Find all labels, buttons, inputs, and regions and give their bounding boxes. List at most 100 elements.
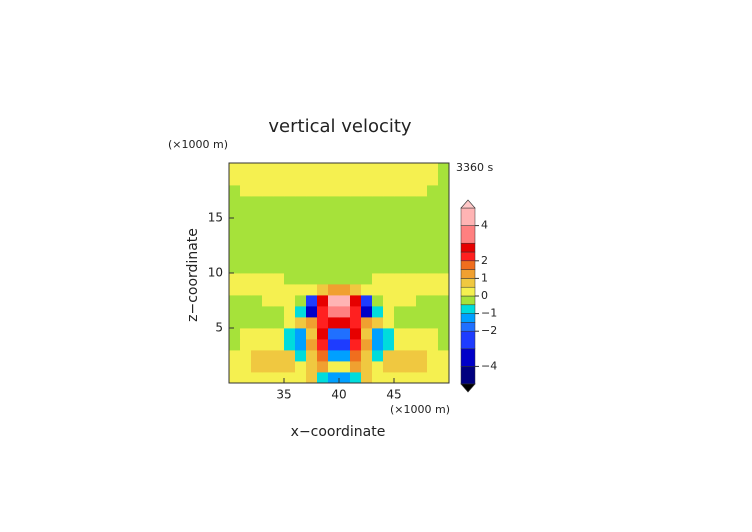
cell (383, 229, 395, 241)
cell (229, 207, 241, 219)
axes: 35 40 45 5 10 15 (208, 162, 450, 402)
cell (339, 273, 351, 285)
cell (251, 229, 263, 241)
cell (306, 361, 318, 373)
cell (427, 174, 439, 186)
cell (383, 372, 395, 384)
cell (273, 350, 285, 362)
cell (339, 317, 351, 329)
cell (405, 218, 417, 230)
cell (229, 317, 241, 329)
cell (229, 262, 241, 274)
cell (438, 163, 450, 175)
cell (383, 251, 395, 263)
cell (229, 218, 241, 230)
cell (295, 251, 307, 263)
cell (339, 295, 351, 307)
cell (295, 273, 307, 285)
x-units: (×1000 m) (390, 403, 450, 416)
cell (339, 207, 351, 219)
cell (405, 240, 417, 252)
cell (361, 207, 373, 219)
cell (416, 273, 428, 285)
colorbar-band (460, 295, 476, 306)
cell (284, 317, 296, 329)
cell (372, 361, 384, 373)
time-label: 3360 s (456, 161, 493, 174)
cell (350, 185, 362, 197)
cell (317, 262, 329, 274)
cell (262, 229, 274, 241)
cell (284, 185, 296, 197)
cell (295, 317, 307, 329)
cell (416, 328, 428, 340)
cell (284, 174, 296, 186)
cell (339, 306, 351, 318)
cell (372, 262, 384, 274)
cell (372, 251, 384, 263)
cell (262, 185, 274, 197)
cell (350, 229, 362, 241)
cell (427, 372, 439, 384)
cell (372, 372, 384, 384)
cell (306, 185, 318, 197)
cell (438, 350, 450, 362)
cell (295, 339, 307, 351)
cell (273, 262, 285, 274)
colorbar-tick-label: 2 (481, 254, 488, 267)
cell (284, 350, 296, 362)
cell (328, 306, 340, 318)
cell (361, 229, 373, 241)
cell (273, 240, 285, 252)
cell (240, 328, 252, 340)
cell (394, 185, 406, 197)
cell (317, 240, 329, 252)
cell (295, 185, 307, 197)
cell (306, 196, 318, 208)
cell (262, 174, 274, 186)
cell (306, 350, 318, 362)
cell (284, 229, 296, 241)
cell (251, 185, 263, 197)
cell (328, 350, 340, 362)
cell (405, 372, 417, 384)
cell (361, 174, 373, 186)
cell (306, 339, 318, 351)
cell (350, 284, 362, 296)
cell (405, 262, 417, 274)
cell (262, 372, 274, 384)
cell (328, 361, 340, 373)
cell (251, 317, 263, 329)
cell (361, 273, 373, 285)
cell (339, 262, 351, 274)
cell (262, 317, 274, 329)
cell (372, 317, 384, 329)
cell (306, 240, 318, 252)
cell (350, 361, 362, 373)
cell (262, 284, 274, 296)
cell (405, 339, 417, 351)
colorbar-band (460, 348, 476, 367)
cell (405, 350, 417, 362)
cell (317, 218, 329, 230)
cell (306, 207, 318, 219)
cell (427, 317, 439, 329)
cell (328, 196, 340, 208)
cell (306, 295, 318, 307)
colorbar-under (460, 383, 476, 393)
cell (350, 295, 362, 307)
cell (383, 328, 395, 340)
cell (416, 174, 428, 186)
cell (295, 196, 307, 208)
cell (350, 251, 362, 263)
x-tick-label: 35 (276, 388, 291, 402)
cell (339, 196, 351, 208)
y-tick-label: 5 (215, 321, 223, 335)
cell (306, 306, 318, 318)
cell (295, 361, 307, 373)
cell (438, 185, 450, 197)
cell (438, 229, 450, 241)
cell (361, 185, 373, 197)
cell (438, 207, 450, 219)
cell (328, 284, 340, 296)
